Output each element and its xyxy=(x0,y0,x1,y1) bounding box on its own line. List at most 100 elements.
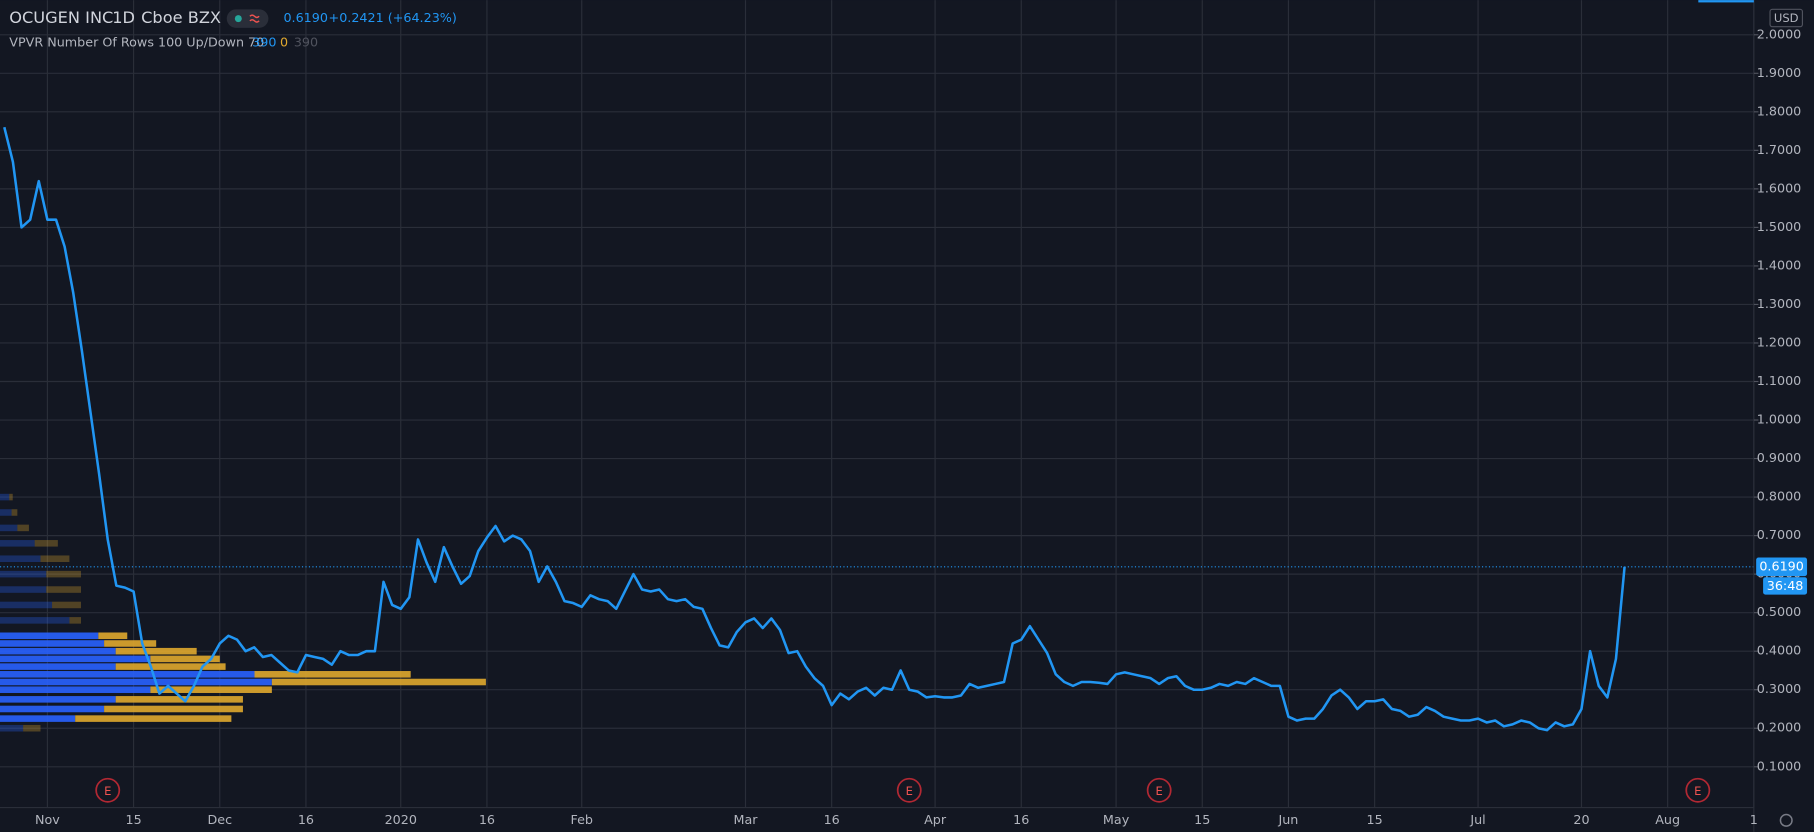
volume-up-bar xyxy=(0,586,47,593)
y-tick-label: 0.3000 xyxy=(1757,681,1802,696)
y-tick-label: 1.0000 xyxy=(1757,412,1802,427)
y-tick-label: 1.7000 xyxy=(1757,142,1802,157)
indicator-value: 390 xyxy=(294,34,318,49)
y-tick-label: 0.9000 xyxy=(1757,450,1802,465)
last-price: 0.6190 xyxy=(283,10,328,25)
x-tick-label: 15 xyxy=(125,812,141,827)
x-tick-label: 2020 xyxy=(385,812,417,827)
price-change: +0.2421 (+64.23%) xyxy=(329,10,457,25)
volume-down-bar xyxy=(69,617,81,624)
countdown-box xyxy=(1763,577,1808,595)
earnings-label: E xyxy=(1694,784,1701,798)
volume-down-bar xyxy=(75,715,232,722)
volume-up-bar xyxy=(0,509,12,516)
volume-up-bar xyxy=(0,540,35,547)
indicator-value: 390 xyxy=(252,34,276,49)
volume-up-bar xyxy=(0,663,116,670)
volume-up-bar xyxy=(0,617,70,624)
x-tick-label: 16 xyxy=(1013,812,1029,827)
earnings-marker[interactable] xyxy=(896,777,922,803)
volume-down-bar xyxy=(17,524,29,532)
y-tick-label: 1.3000 xyxy=(1757,296,1802,311)
volume-down-bar xyxy=(98,632,128,640)
settings-icon[interactable] xyxy=(1779,813,1793,827)
volume-down-bar xyxy=(40,555,70,563)
y-tick-label: 0.5000 xyxy=(1757,604,1802,619)
volume-down-bar xyxy=(9,493,13,501)
interval[interactable]: 1D xyxy=(112,8,135,27)
volume-down-bar xyxy=(115,663,226,670)
volume-down-bar xyxy=(52,601,81,609)
volume-down-bar xyxy=(46,586,81,593)
indicator-name[interactable]: VPVR Number Of Rows 100 Up/Down 70 xyxy=(9,34,264,49)
y-tick-label: 1.4000 xyxy=(1757,257,1802,272)
x-tick-label: Aug xyxy=(1655,812,1680,827)
volume-up-bar xyxy=(0,696,116,703)
volume-down-bar xyxy=(150,686,272,693)
y-tick-label: 1.5000 xyxy=(1757,219,1802,234)
top-accent xyxy=(1698,0,1754,3)
x-tick-label: 16 xyxy=(479,812,495,827)
y-tick-label: 0.2000 xyxy=(1757,720,1802,735)
volume-up-bar xyxy=(0,655,151,663)
volume-down-bar xyxy=(115,647,197,655)
volume-up-bar xyxy=(0,647,116,655)
volume-up-bar xyxy=(0,705,105,713)
y-tick-label: 0.1000 xyxy=(1757,758,1802,773)
volume-down-bar xyxy=(271,678,486,686)
y-tick-label: 1.2000 xyxy=(1757,334,1802,349)
earnings-marker[interactable] xyxy=(1146,777,1172,803)
volume-up-bar xyxy=(0,632,99,640)
volume-up-bar xyxy=(0,671,255,678)
x-tick-label: Jun xyxy=(1278,812,1299,827)
volume-up-bar xyxy=(0,601,53,609)
x-tick-label: Dec xyxy=(207,812,232,827)
x-tick-label: 16 xyxy=(824,812,840,827)
volume-up-bar xyxy=(0,678,272,686)
x-tick-label: 15 xyxy=(1367,812,1383,827)
volume-up-bar xyxy=(0,640,105,647)
exchange: Cboe BZX xyxy=(141,8,221,27)
y-tick-label: 2.0000 xyxy=(1757,26,1802,41)
x-tick-label: Apr xyxy=(924,812,947,827)
earnings-marker[interactable] xyxy=(95,777,121,803)
x-tick-label: 20 xyxy=(1573,812,1589,827)
y-tick-label: 0.7000 xyxy=(1757,527,1802,542)
symbol-title[interactable]: OCUGEN INC xyxy=(9,8,113,27)
x-tick-label: Mar xyxy=(733,812,758,827)
x-tick-label: 1 xyxy=(1750,812,1758,827)
currency: USD xyxy=(1774,11,1799,25)
y-tick-label: 1.6000 xyxy=(1757,180,1802,195)
volume-down-bar xyxy=(115,696,243,703)
last-price-label: 0.6190 xyxy=(1759,558,1804,573)
currency-box[interactable] xyxy=(1769,8,1804,28)
status-pill[interactable] xyxy=(226,9,269,28)
earnings-label: E xyxy=(1156,784,1163,798)
last-price-box xyxy=(1756,557,1808,577)
y-tick-label: 1.1000 xyxy=(1757,373,1802,388)
y-tick-label: 0.4000 xyxy=(1757,643,1802,658)
countdown: 36:48 xyxy=(1767,578,1804,593)
volume-up-bar xyxy=(0,555,41,563)
y-tick-label: 1.9000 xyxy=(1757,65,1802,80)
volume-up-bar xyxy=(0,715,76,722)
status-dot xyxy=(234,15,242,23)
volume-down-bar xyxy=(23,724,41,732)
x-tick-label: Jul xyxy=(1469,812,1485,827)
price-line xyxy=(3,126,1626,732)
y-tick-label: 0.8000 xyxy=(1757,489,1802,504)
volume-down-bar xyxy=(46,570,81,578)
status-icon xyxy=(249,14,260,23)
x-tick-label: 16 xyxy=(298,812,314,827)
x-tick-label: Nov xyxy=(35,812,60,827)
earnings-marker[interactable] xyxy=(1685,777,1711,803)
x-tick-label: May xyxy=(1103,812,1130,827)
volume-down-bar xyxy=(254,671,411,678)
earnings-label: E xyxy=(104,784,111,798)
earnings-label: E xyxy=(906,784,913,798)
indicator-value: 0 xyxy=(280,34,288,49)
volume-up-bar xyxy=(0,686,151,693)
volume-down-bar xyxy=(34,540,58,547)
